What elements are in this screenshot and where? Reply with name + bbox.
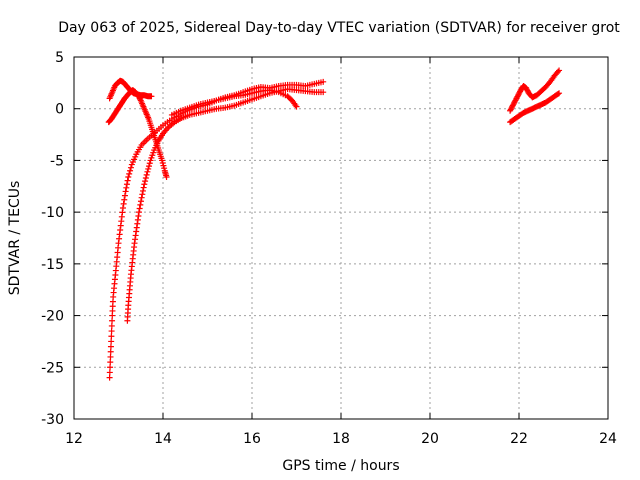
data-point	[163, 173, 170, 180]
y-tick-label: -20	[41, 309, 64, 325]
data-point	[123, 181, 130, 188]
data-point	[108, 333, 115, 340]
x-tick-label: 14	[154, 431, 172, 447]
data-point	[320, 89, 327, 96]
series-track-a-rise	[106, 78, 327, 381]
data-point	[140, 184, 147, 191]
x-tick-labels: 12 14 16 18 20 22 24	[65, 431, 617, 447]
x-tick-label: 16	[243, 431, 261, 447]
y-tick-label: -25	[41, 360, 64, 376]
x-tick-label: 12	[65, 431, 83, 447]
data-point	[139, 191, 146, 198]
data-point	[127, 167, 134, 174]
data-point	[119, 205, 126, 212]
data-point	[137, 198, 144, 205]
data-point	[143, 171, 150, 178]
data-point	[124, 177, 131, 184]
y-tick-label: -15	[41, 257, 64, 273]
data-point	[108, 328, 115, 335]
series-track-d-arc	[106, 77, 155, 102]
y-tick-labels: 5 0 -5 -10 -15 -20 -25 -30	[41, 50, 64, 428]
x-tick-label: 24	[599, 431, 617, 447]
chart-title: Day 063 of 2025, Sidereal Day-to-day VTE…	[58, 20, 620, 36]
data-point	[106, 374, 113, 381]
data-point	[125, 173, 132, 180]
data-point	[554, 68, 561, 75]
data-point	[137, 201, 144, 208]
data-point	[139, 187, 146, 194]
data-point	[141, 181, 148, 188]
series-track-f-late-upper	[507, 67, 563, 114]
y-tick-label: -30	[41, 412, 64, 428]
data-point	[108, 338, 115, 345]
data-point	[556, 90, 563, 97]
series-track-g-late-lower	[507, 90, 563, 126]
x-axis-label: GPS time / hours	[282, 458, 399, 474]
data-points	[105, 67, 563, 381]
data-point	[142, 175, 149, 182]
data-point	[145, 163, 152, 170]
data-point	[107, 353, 114, 360]
data-point	[107, 343, 114, 350]
data-point	[148, 93, 155, 100]
data-point	[122, 188, 129, 195]
axis-ticks	[73, 56, 609, 420]
data-point	[556, 67, 563, 74]
series-track-e-upper	[168, 87, 300, 118]
y-tick-label: -5	[50, 153, 64, 169]
series-track-b-rise	[124, 86, 327, 324]
data-point	[554, 90, 561, 97]
y-tick-label: 0	[55, 102, 64, 118]
data-point	[146, 160, 153, 167]
data-point	[109, 317, 116, 324]
data-point	[108, 322, 115, 329]
data-point	[138, 194, 145, 201]
data-point	[107, 348, 114, 355]
y-tick-label: 5	[55, 50, 64, 66]
y-tick-label: -10	[41, 205, 64, 221]
series-track-c-arc	[105, 87, 170, 180]
data-point	[121, 192, 128, 199]
data-point	[135, 209, 142, 216]
data-point	[320, 78, 327, 85]
data-point	[144, 168, 151, 175]
data-point	[106, 369, 113, 376]
x-tick-label: 22	[510, 431, 528, 447]
data-point	[107, 364, 114, 371]
data-point	[120, 200, 127, 207]
x-tick-label: 20	[421, 431, 439, 447]
data-point	[142, 178, 149, 185]
data-point	[136, 205, 143, 212]
y-axis-label: SDTVAR / TECUs	[7, 181, 23, 296]
x-tick-label: 18	[332, 431, 350, 447]
grid-lines	[74, 57, 608, 419]
data-point	[293, 103, 300, 110]
data-point	[107, 359, 114, 366]
data-point	[126, 170, 133, 177]
data-point	[127, 164, 134, 171]
data-point	[145, 165, 152, 172]
data-point	[121, 196, 128, 203]
data-point	[123, 184, 130, 191]
